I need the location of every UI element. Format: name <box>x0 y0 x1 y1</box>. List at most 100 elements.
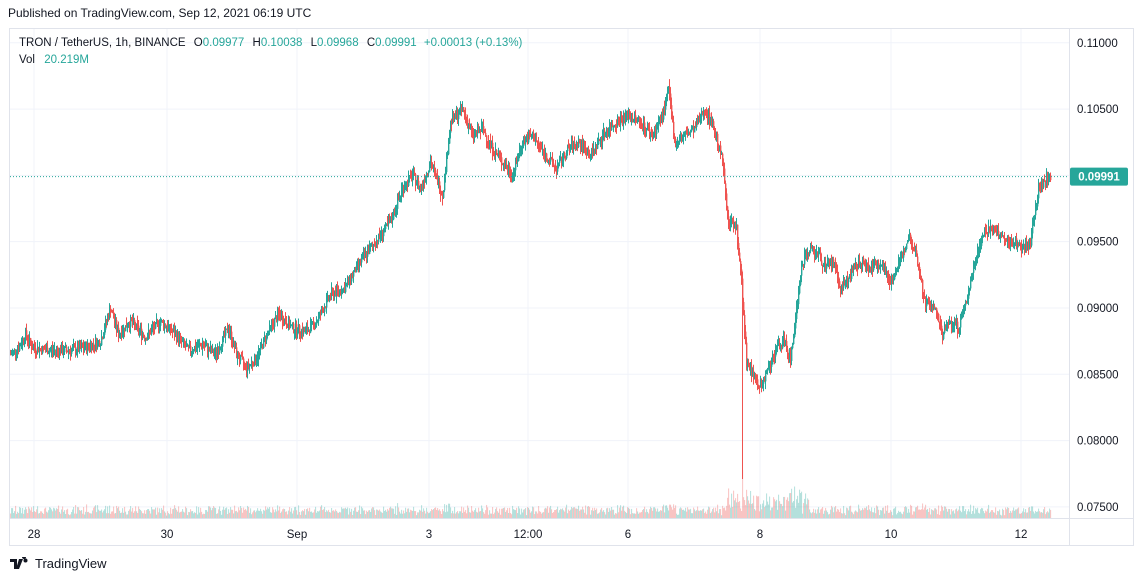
candle-body <box>839 281 841 287</box>
volume-bar <box>939 514 941 518</box>
volume-bar <box>446 504 448 518</box>
volume-bar <box>563 510 565 518</box>
volume-bar <box>59 511 61 518</box>
candle-body <box>442 194 444 198</box>
candle-body <box>892 279 894 281</box>
volume-bar <box>42 512 44 518</box>
volume-bar <box>103 510 105 518</box>
candle-body <box>775 348 777 357</box>
volume-bar <box>871 507 873 518</box>
volume-bar <box>170 507 172 518</box>
volume-bar <box>74 513 76 518</box>
volume-bar <box>20 507 22 518</box>
volume-bar <box>558 512 560 518</box>
candle-body <box>1010 239 1012 245</box>
volume-bar <box>869 509 871 518</box>
volume-bar <box>248 507 250 518</box>
candle-body <box>399 196 401 200</box>
candle-body <box>283 322 285 324</box>
candle-body <box>526 139 528 141</box>
volume-bar <box>879 515 881 518</box>
volume-bar <box>157 507 159 518</box>
volume-bar <box>317 511 319 518</box>
candle-body <box>850 274 852 279</box>
volume-bar <box>379 509 381 518</box>
candle-body <box>858 261 860 269</box>
candle-body <box>209 347 211 351</box>
candle-body <box>266 332 268 341</box>
volume-bar <box>590 514 592 518</box>
volume-bar <box>195 512 197 518</box>
candle-body <box>987 234 989 236</box>
candle-body <box>194 347 196 351</box>
volume-bar <box>632 513 634 518</box>
volume-bar <box>341 507 343 518</box>
volume-bar <box>131 511 133 518</box>
volume-bar <box>897 512 899 518</box>
candle-body <box>32 348 34 350</box>
candle-body <box>252 362 254 365</box>
volume-bar <box>96 512 98 518</box>
volume-bar <box>856 511 858 518</box>
volume-bar <box>704 513 706 518</box>
volume-bar <box>537 513 539 518</box>
candle-body <box>525 139 527 144</box>
candle-body <box>502 163 504 166</box>
candle-body <box>554 166 556 168</box>
candle-body <box>176 332 178 341</box>
candle-body <box>412 175 414 180</box>
volume-bar <box>518 506 520 518</box>
volume-bar <box>793 501 795 518</box>
volume-bar <box>176 509 178 518</box>
volume-bar <box>423 508 425 518</box>
volume-bar <box>455 513 457 518</box>
volume-bar <box>313 512 315 518</box>
volume-bar <box>969 511 971 518</box>
volume-bar <box>376 509 378 518</box>
candle-body <box>530 135 532 137</box>
candle-body <box>847 276 849 283</box>
volume-bar <box>385 509 387 518</box>
candle-body <box>523 139 525 147</box>
candle-body <box>270 325 272 327</box>
candle-body <box>363 253 365 256</box>
volume-bar <box>773 497 775 518</box>
candle-body <box>815 255 817 257</box>
candle-body <box>960 317 962 328</box>
candle-body <box>938 313 940 323</box>
candle-body <box>285 319 287 323</box>
candle-body <box>265 336 267 341</box>
candle-body <box>575 144 577 147</box>
candle-body <box>923 293 925 297</box>
candle-body <box>617 118 619 127</box>
close-value: 0.09991 <box>375 37 417 49</box>
candle-body <box>870 269 872 271</box>
volume-bar <box>506 510 508 518</box>
candle-body <box>645 129 647 131</box>
volume-bar <box>579 510 581 518</box>
candle-body <box>795 319 797 329</box>
volume-bar <box>242 512 244 518</box>
candle-body <box>327 295 329 299</box>
candle-body <box>670 93 672 106</box>
candle-body <box>933 306 935 311</box>
volume-bar <box>453 513 455 518</box>
volume-bar <box>393 508 395 518</box>
candle-body <box>916 250 918 257</box>
candle-body <box>720 145 722 155</box>
candle-body <box>859 261 861 266</box>
volume-bar <box>524 509 526 518</box>
candle-body <box>876 261 878 267</box>
candle-body <box>759 386 761 388</box>
candle-body <box>513 173 515 176</box>
volume-bar <box>504 507 506 518</box>
volume-bar <box>128 510 130 518</box>
volume-bar <box>738 502 740 518</box>
volume-bar <box>361 506 363 518</box>
volume-bar <box>761 509 763 518</box>
volume-bar <box>456 512 458 518</box>
volume-bar <box>322 510 324 518</box>
candle-body <box>216 351 218 355</box>
volume-bar <box>22 507 24 518</box>
